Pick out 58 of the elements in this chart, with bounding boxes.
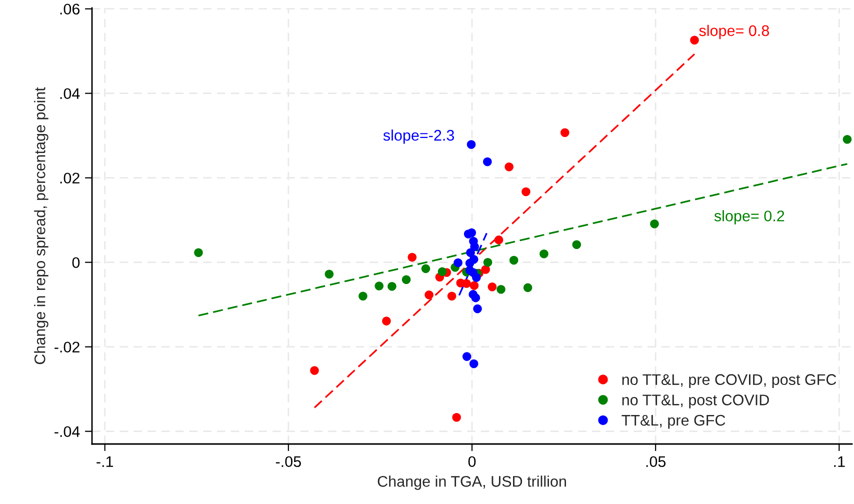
point xyxy=(650,219,659,228)
point xyxy=(388,282,396,291)
x-axis-title: Change in TGA, USD trillion xyxy=(378,476,566,490)
legend-label: no TT&L, post COVID xyxy=(622,394,769,408)
annotation: slope= 0.8 xyxy=(699,24,769,40)
y-tick-label: .04 xyxy=(60,88,80,100)
point xyxy=(842,135,852,144)
point xyxy=(421,264,430,274)
legend-label: TT&L, pre GFC xyxy=(622,414,726,429)
point xyxy=(522,187,530,196)
y-tick-label: .06 xyxy=(60,4,80,15)
point xyxy=(469,359,478,368)
point xyxy=(470,281,479,290)
point xyxy=(382,316,391,326)
x-tick-label: 0 xyxy=(468,456,476,468)
point xyxy=(472,273,481,282)
point xyxy=(408,252,417,262)
point xyxy=(466,248,475,258)
point xyxy=(483,157,492,166)
x-tick-label: -.1 xyxy=(96,456,114,467)
point xyxy=(462,352,472,361)
point xyxy=(471,293,480,302)
point xyxy=(402,275,411,284)
point xyxy=(462,279,471,288)
point xyxy=(358,292,368,301)
point xyxy=(194,248,203,258)
x-tick-label: .05 xyxy=(646,456,666,468)
point xyxy=(483,258,492,267)
y-axis-title: Change in repo spread, percentage point xyxy=(34,87,48,364)
point xyxy=(523,283,532,292)
point xyxy=(509,256,518,265)
point xyxy=(540,249,548,258)
x-tick-label: .1 xyxy=(834,456,845,467)
annotation: slope= 0.2 xyxy=(714,210,784,224)
point xyxy=(494,236,504,244)
point xyxy=(466,140,476,149)
point xyxy=(572,240,582,249)
point xyxy=(488,282,497,292)
point xyxy=(447,292,456,301)
point xyxy=(438,267,447,276)
point xyxy=(473,304,482,314)
y-tick-label: -.04 xyxy=(54,426,80,438)
legend-label: no TT&L, pre COVID, post GFC xyxy=(622,374,836,388)
point xyxy=(374,282,384,290)
point xyxy=(454,258,462,268)
point xyxy=(324,270,334,279)
x-tick-label: -.05 xyxy=(276,456,301,468)
point xyxy=(690,36,699,44)
point xyxy=(504,162,514,172)
point xyxy=(310,366,319,375)
point xyxy=(424,290,434,300)
y-tick-label: 0 xyxy=(72,257,80,268)
y-tick-label: -.02 xyxy=(54,342,80,353)
point xyxy=(560,128,570,138)
point xyxy=(496,284,506,294)
y-tick-label: .02 xyxy=(60,172,80,184)
annotation: slope=-2.3 xyxy=(383,130,454,144)
point xyxy=(452,412,461,422)
